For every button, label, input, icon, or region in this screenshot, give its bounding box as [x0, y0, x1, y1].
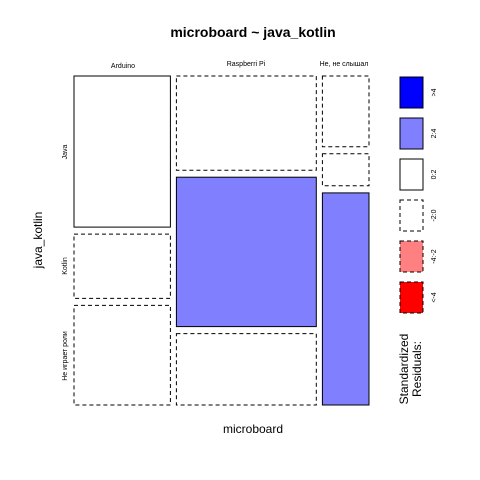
row-label-ne-igraet-roli: Не играет роли	[62, 331, 69, 381]
mosaic-tile	[73, 75, 171, 228]
row-label-kotlin: Kotlin	[62, 257, 69, 275]
column-label-raspberri-pi: Raspberri Pi	[227, 61, 266, 68]
column-label-ne-slyshal: Не, не слышал	[320, 61, 369, 68]
mosaic-tile	[175, 75, 317, 171]
mosaic-tile	[321, 75, 370, 148]
mosaic-tile	[175, 176, 317, 328]
legend-swatch	[399, 76, 424, 109]
legend-swatch	[399, 199, 424, 232]
column-label-arduino: Arduino	[111, 63, 135, 70]
legend-swatch	[399, 281, 424, 314]
y-axis-label: java_kotlin	[31, 212, 45, 270]
mosaic-tile	[321, 192, 370, 406]
legend-swatch	[399, 117, 424, 150]
legend-label: >4	[431, 88, 438, 96]
x-axis-label: microboard	[223, 422, 283, 436]
row-label-java: Java	[62, 145, 69, 160]
chart-title: microboard ~ java_kotlin	[170, 24, 335, 40]
mosaic-tile	[73, 304, 171, 406]
legend-title-line-2: Residuals:	[410, 341, 424, 397]
legend-title-line-1: Standardized	[397, 334, 411, 405]
legend-swatch	[399, 158, 424, 191]
legend-label: <-4	[431, 292, 438, 302]
legend: >4 2:4 0:2 -2:0 -4:-2 <-4	[399, 76, 438, 314]
mosaic-tile	[321, 153, 370, 187]
mosaic-tile	[73, 233, 171, 299]
mosaic-tiles	[73, 75, 370, 406]
legend-swatch	[399, 240, 424, 273]
legend-label: -2:0	[431, 209, 438, 221]
legend-label: 2:4	[431, 129, 438, 139]
mosaic-tile	[175, 333, 317, 406]
legend-label: 0:2	[431, 170, 438, 180]
legend-label: -4:-2	[431, 249, 438, 264]
